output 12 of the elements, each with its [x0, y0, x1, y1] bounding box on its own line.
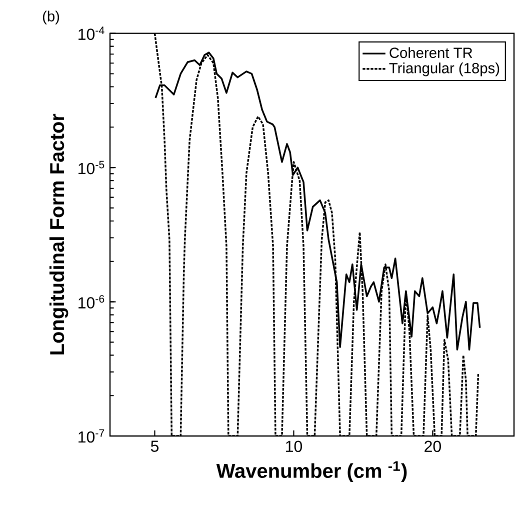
y-tick-label: 10$^{-7}$	[78, 429, 104, 443]
x-tick-label: 20	[424, 440, 441, 452]
legend-label: Coherent TR	[390, 47, 472, 58]
text: (b)	[42, 10, 60, 24]
y-tick-label: 10$^{-6}$	[78, 295, 104, 308]
x-tick-label: 5	[150, 440, 159, 452]
legend-label: Triangular (18ps)	[389, 62, 500, 76]
y-axis-title: Longitudinal Form Factor	[49, 114, 68, 354]
y-tick-label: 10$^{-5}$	[78, 160, 104, 174]
x-axis-title: Wavenumber (cm $^{-1}$)	[216, 461, 407, 482]
x-tick-label: 10	[286, 440, 302, 452]
y-tick-label: 10$^{-4}$	[78, 26, 104, 40]
